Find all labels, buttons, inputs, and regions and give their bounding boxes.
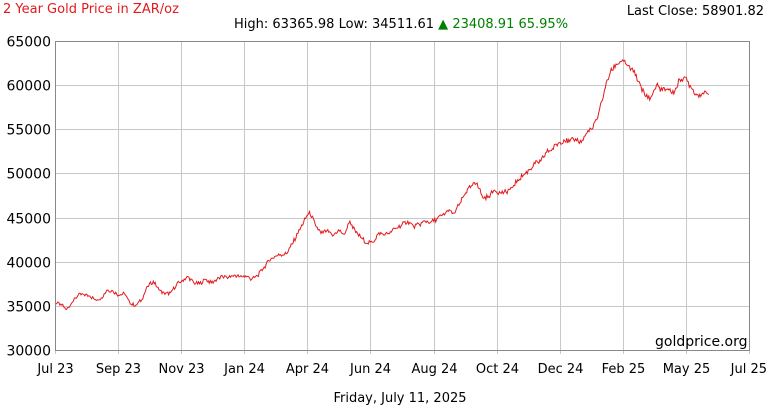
x-tick-label: Dec 24 — [538, 362, 584, 377]
plot-frame — [55, 41, 750, 351]
low-label: Low: — [338, 17, 368, 32]
x-tick-label: Oct 24 — [476, 362, 519, 377]
x-tick-label: Sep 23 — [96, 362, 141, 377]
last-close-label: Last Close: — [626, 4, 698, 19]
watermark-text: goldprice.org — [655, 334, 748, 350]
x-tick-label: Jul 23 — [36, 362, 73, 377]
x-tick-label: Apr 24 — [286, 362, 329, 377]
y-tick-label: 50000 — [6, 167, 51, 183]
y-tick-label: 45000 — [6, 212, 51, 228]
high-label: High: — [234, 17, 269, 32]
change-percent: 65.95% — [518, 17, 569, 32]
y-axis: 30000 35000 40000 45000 50000 55000 60000 65000 — [6, 35, 51, 360]
gridlines — [55, 41, 750, 354]
chart-date: Friday, July 11, 2025 — [333, 391, 467, 406]
price-stats: High: 63365.98 Low: 34511.61 ▲ 23408.91 … — [234, 17, 568, 32]
x-tick-label: Jun 24 — [349, 362, 391, 377]
y-tick-label: 30000 — [6, 344, 51, 360]
high-value: 63365.98 — [272, 17, 335, 32]
change-arrow-icon: ▲ — [438, 17, 449, 32]
x-tick-label: May 25 — [663, 362, 711, 377]
y-tick-label: 60000 — [6, 79, 51, 95]
last-close-value: 58901.82 — [701, 4, 764, 19]
x-tick-label: Jul 25 — [730, 362, 767, 377]
y-tick-label: 65000 — [6, 35, 51, 51]
y-tick-label: 55000 — [6, 123, 51, 139]
change-value: 23408.91 — [452, 17, 515, 32]
chart-title: 2 Year Gold Price in ZAR/oz — [3, 2, 179, 17]
low-value: 34511.61 — [372, 17, 435, 32]
x-tick-label: Aug 24 — [411, 362, 457, 377]
last-close: Last Close: 58901.82 — [627, 4, 764, 19]
price-line — [54, 59, 709, 310]
x-axis: Jul 23 Sep 23 Nov 23 Jan 24 Apr 24 Jun 24 Aug … — [36, 362, 767, 377]
y-tick-label: 35000 — [6, 300, 51, 316]
x-tick-label: Feb 25 — [602, 362, 646, 377]
x-tick-label: Nov 23 — [158, 362, 204, 377]
y-tick-label: 40000 — [6, 256, 51, 272]
x-tick-label: Jan 24 — [223, 362, 265, 377]
